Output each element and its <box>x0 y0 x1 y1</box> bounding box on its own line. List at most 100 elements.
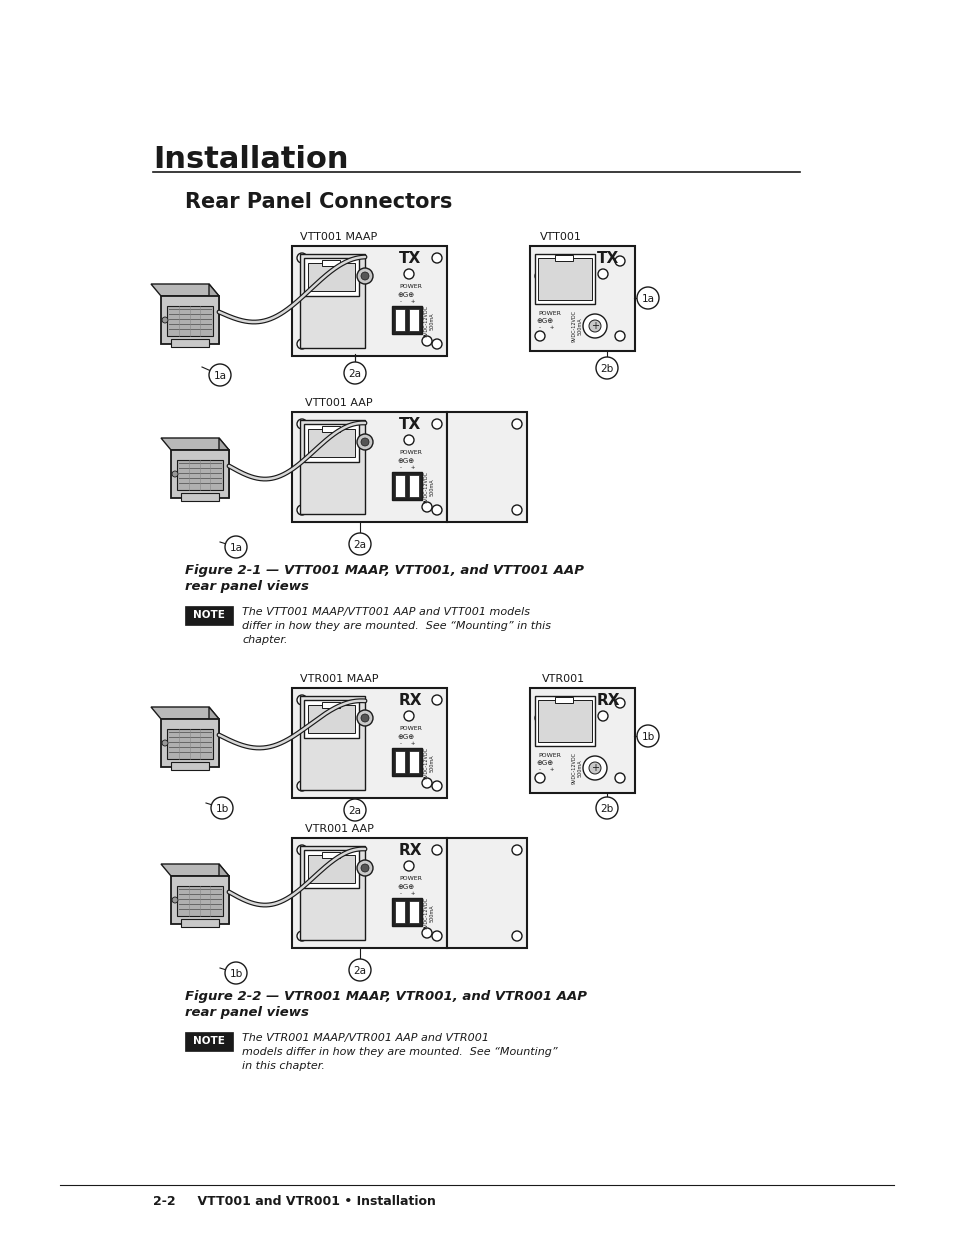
Text: -     +: - + <box>538 325 554 330</box>
Text: 2-2     VTT001 and VTR001 • Installation: 2-2 VTT001 and VTR001 • Installation <box>152 1195 436 1208</box>
Bar <box>322 426 339 432</box>
Circle shape <box>356 860 373 876</box>
Text: 1a: 1a <box>213 370 226 382</box>
Bar <box>185 1032 233 1051</box>
Text: 1b: 1b <box>215 804 229 814</box>
Circle shape <box>535 331 544 341</box>
Text: Installation: Installation <box>152 144 348 174</box>
Circle shape <box>596 797 618 819</box>
Circle shape <box>432 781 441 790</box>
Text: 9VDC-12VDC
500mA: 9VDC-12VDC 500mA <box>571 752 581 784</box>
Text: differ in how they are mounted.  See “Mounting” in this: differ in how they are mounted. See “Mou… <box>242 621 551 631</box>
Text: NOTE: NOTE <box>193 1036 225 1046</box>
Text: 2a: 2a <box>348 369 361 379</box>
Circle shape <box>535 270 544 282</box>
Circle shape <box>432 845 441 855</box>
Bar <box>409 902 418 923</box>
Bar <box>177 459 223 490</box>
Circle shape <box>296 781 307 790</box>
Circle shape <box>162 740 168 746</box>
Circle shape <box>432 338 441 350</box>
Text: ⊕G⊕: ⊕G⊕ <box>396 458 414 464</box>
Bar <box>395 475 405 496</box>
Circle shape <box>360 272 369 280</box>
Bar <box>322 261 339 266</box>
Bar <box>447 412 526 522</box>
Text: VTT001: VTT001 <box>539 232 581 242</box>
Text: chapter.: chapter. <box>242 635 287 645</box>
Circle shape <box>615 698 624 708</box>
Text: 2b: 2b <box>599 804 613 814</box>
Circle shape <box>432 931 441 941</box>
Bar <box>555 254 573 261</box>
Text: RX: RX <box>398 844 422 858</box>
Circle shape <box>162 317 168 324</box>
Text: 9VDC-12VDC
500mA: 9VDC-12VDC 500mA <box>423 747 434 779</box>
Circle shape <box>596 357 618 379</box>
Circle shape <box>349 534 371 555</box>
Text: NOTE: NOTE <box>193 610 225 620</box>
Text: -     +: - + <box>399 741 416 746</box>
Circle shape <box>535 773 544 783</box>
Circle shape <box>403 435 414 445</box>
Bar <box>409 475 418 496</box>
Circle shape <box>296 505 307 515</box>
Bar <box>167 306 213 336</box>
Text: Figure 2-2 — VTR001 MAAP, VTR001, and VTR001 AAP: Figure 2-2 — VTR001 MAAP, VTR001, and VT… <box>185 990 586 1003</box>
Text: 9VDC-12VDC
500mA: 9VDC-12VDC 500mA <box>571 310 581 342</box>
Bar <box>392 472 421 500</box>
Text: 1a: 1a <box>230 543 242 553</box>
Text: The VTR001 MAAP/VTR001 AAP and VTR001: The VTR001 MAAP/VTR001 AAP and VTR001 <box>242 1032 489 1044</box>
Text: TX: TX <box>398 251 421 266</box>
Text: rear panel views: rear panel views <box>185 1007 309 1019</box>
Text: POWER: POWER <box>398 284 421 289</box>
Circle shape <box>225 536 247 558</box>
Circle shape <box>598 269 607 279</box>
Bar <box>322 852 339 858</box>
Circle shape <box>421 927 432 939</box>
Text: 9VDC-12VDC
500mA: 9VDC-12VDC 500mA <box>423 471 434 503</box>
Text: TX: TX <box>398 417 421 432</box>
Polygon shape <box>209 706 219 767</box>
Text: +: + <box>590 763 598 773</box>
Bar <box>304 424 358 462</box>
Text: models differ in how they are mounted.  See “Mounting”: models differ in how they are mounted. S… <box>242 1047 558 1057</box>
Text: -     +: - + <box>399 299 416 304</box>
Text: -     +: - + <box>399 466 416 471</box>
Text: POWER: POWER <box>537 311 560 316</box>
Bar <box>537 700 592 742</box>
Bar <box>304 258 358 296</box>
Bar <box>171 876 229 924</box>
Circle shape <box>432 419 441 429</box>
Bar <box>304 850 358 888</box>
Circle shape <box>637 725 659 747</box>
Circle shape <box>512 931 521 941</box>
Bar <box>308 429 355 457</box>
Circle shape <box>432 695 441 705</box>
Circle shape <box>296 338 307 350</box>
Polygon shape <box>219 438 229 498</box>
Circle shape <box>296 419 307 429</box>
Text: 2a: 2a <box>354 966 366 976</box>
Circle shape <box>512 845 521 855</box>
Text: RX: RX <box>398 693 422 708</box>
Text: VTT001 AAP: VTT001 AAP <box>305 398 373 408</box>
Bar <box>299 420 365 514</box>
Circle shape <box>432 505 441 515</box>
Text: -     +: - + <box>538 767 554 772</box>
Text: ⊕G⊕: ⊕G⊕ <box>396 291 414 298</box>
Text: POWER: POWER <box>398 450 421 454</box>
Text: VTR001: VTR001 <box>541 674 584 684</box>
Text: The VTT001 MAAP/VTT001 AAP and VTT001 models: The VTT001 MAAP/VTT001 AAP and VTT001 mo… <box>242 606 530 618</box>
Bar <box>530 246 635 351</box>
Bar <box>292 688 447 798</box>
Text: ⊕G⊕: ⊕G⊕ <box>536 760 553 766</box>
Circle shape <box>588 762 600 774</box>
Bar <box>304 700 358 739</box>
Bar <box>395 902 405 923</box>
Circle shape <box>421 778 432 788</box>
Circle shape <box>512 505 521 515</box>
Bar <box>447 839 526 948</box>
Polygon shape <box>209 284 219 345</box>
Bar <box>177 885 223 916</box>
